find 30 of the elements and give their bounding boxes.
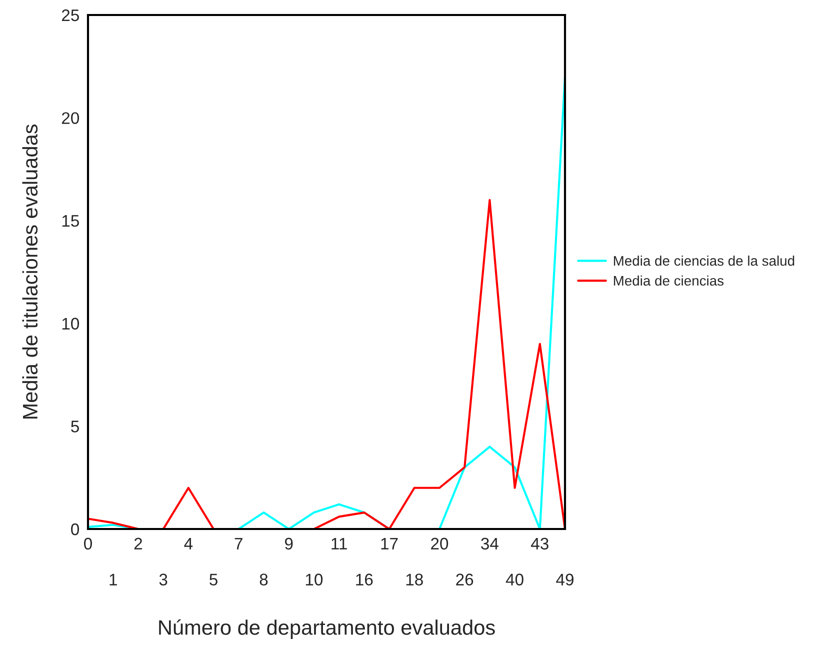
x-tick-label: 34 xyxy=(481,538,498,550)
x-tick-label: 4 xyxy=(184,538,193,550)
x-tick-label: 2 xyxy=(134,538,142,550)
x-tick-label: 20 xyxy=(431,538,448,550)
x-tick-label: 10 xyxy=(306,574,323,586)
y-tick-label: 20 xyxy=(62,112,80,124)
x-tick-label: 43 xyxy=(531,538,548,550)
x-tick-label: 17 xyxy=(381,538,398,550)
x-tick-label: 11 xyxy=(332,538,347,550)
x-tick-label: 49 xyxy=(556,574,574,586)
x-tick-label: 40 xyxy=(506,574,524,586)
x-tick-label: 7 xyxy=(234,538,242,550)
y-tick-label: 15 xyxy=(62,215,79,227)
x-tick-label: 26 xyxy=(456,574,474,586)
y-tick-label: 10 xyxy=(62,318,80,330)
x-tick-label: 1 xyxy=(110,574,117,586)
x-tick-label: 9 xyxy=(284,538,293,550)
x-tick-label: 18 xyxy=(406,574,423,586)
legend-label: Media de ciencias xyxy=(614,275,724,286)
x-tick-label: 3 xyxy=(159,574,168,586)
x-tick-label: 0 xyxy=(84,538,92,550)
y-tick-label: 0 xyxy=(71,523,80,536)
legend-label: Media de ciencias de la salud xyxy=(614,256,794,266)
x-tick-label: 16 xyxy=(356,574,373,586)
y-tick-label: 25 xyxy=(62,9,79,22)
y-axis-title: Media de titulaciones evaluadas xyxy=(22,124,38,419)
x-tick-label: 5 xyxy=(210,574,218,586)
x-tick-label: 8 xyxy=(260,574,268,586)
x-axis-title: Número de departamento evaluados xyxy=(159,619,495,639)
y-tick-label: 5 xyxy=(71,420,79,432)
